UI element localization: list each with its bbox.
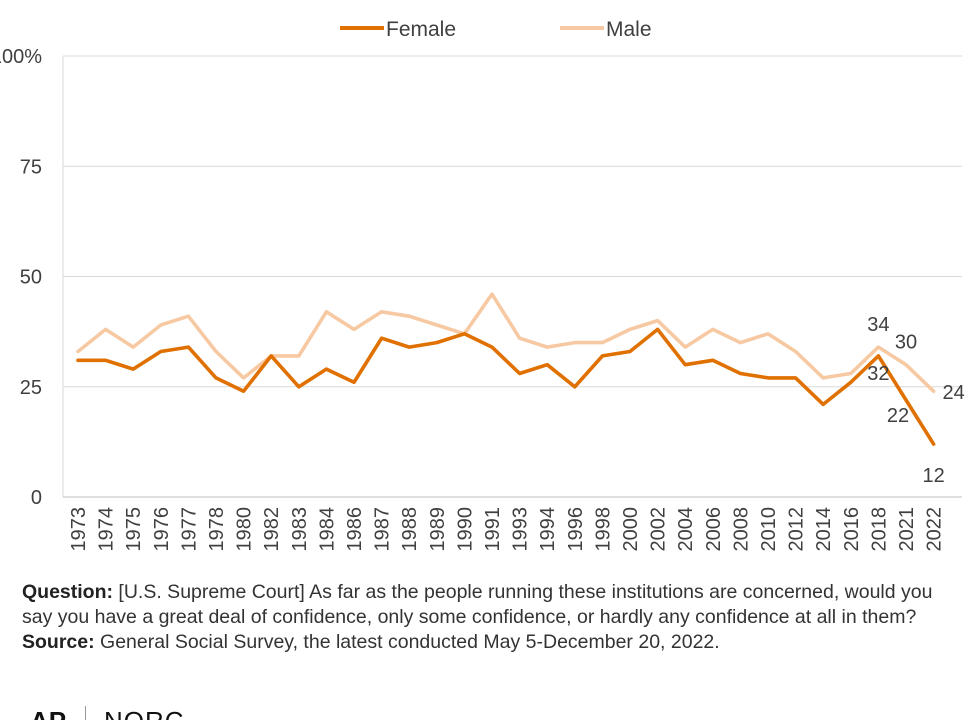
question-note: Question: [U.S. Supreme Court] As far as… <box>22 580 962 630</box>
x-tick-label: 1973 <box>68 507 90 552</box>
x-tick-label: 1991 <box>482 507 504 552</box>
x-tick-label: 2022 <box>924 507 946 552</box>
x-tick-label: 2008 <box>730 507 752 552</box>
x-tick-label: 1989 <box>427 507 449 552</box>
x-tick-label: 2018 <box>868 507 890 552</box>
x-tick-label: 1994 <box>537 507 559 552</box>
data-label: 30 <box>895 332 917 354</box>
y-tick-label: 50 <box>20 267 42 289</box>
x-tick-label: 1996 <box>565 507 587 552</box>
logo-divider <box>84 706 86 720</box>
x-tick-label: 2010 <box>758 507 780 552</box>
x-tick-label: 1978 <box>206 507 228 552</box>
y-tick-label: 0 <box>31 487 42 509</box>
x-tick-label: 1974 <box>96 507 118 552</box>
x-tick-label: 2000 <box>620 507 642 552</box>
x-tick-label: 2002 <box>648 507 670 552</box>
x-tick-label: 1988 <box>399 507 421 552</box>
x-tick-label: 2006 <box>703 507 725 552</box>
x-tick-label: 1987 <box>372 507 394 552</box>
x-tick-label: 1998 <box>592 507 614 552</box>
logo-strip: AP NORC <box>30 706 290 720</box>
x-tick-label: 1982 <box>261 507 283 552</box>
x-tick-label: 1983 <box>289 507 311 552</box>
data-label: 24 <box>942 382 964 404</box>
x-tick-label: 1990 <box>454 507 476 551</box>
x-tick-label: 1984 <box>316 507 338 552</box>
x-tick-label: 2016 <box>841 507 863 552</box>
norc-logo: NORC <box>104 706 185 720</box>
question-label: Question: <box>22 581 113 603</box>
x-tick-label: 2004 <box>675 507 697 552</box>
data-label: 12 <box>922 465 944 487</box>
x-tick-label: 1977 <box>178 507 200 552</box>
ap-logo: AP <box>30 706 66 720</box>
source-label: Source: <box>22 631 95 653</box>
x-tick-label: 1993 <box>510 507 532 552</box>
legend-label: Male <box>606 18 652 41</box>
x-tick-label: 1980 <box>234 507 256 552</box>
x-tick-label: 1986 <box>344 507 366 552</box>
x-tick-label: 1976 <box>151 507 173 552</box>
chart-notes: Question: [U.S. Supreme Court] As far as… <box>22 580 962 655</box>
x-tick-label: 2012 <box>786 507 808 552</box>
data-label: 32 <box>867 363 889 385</box>
x-tick-label: 1975 <box>123 507 145 552</box>
x-tick-label: 2014 <box>813 507 835 552</box>
series-line-female <box>76 327 936 446</box>
y-tick-label: 25 <box>20 377 42 399</box>
question-text: [U.S. Supreme Court] As far as the peopl… <box>22 581 933 628</box>
x-tick-label: 2021 <box>896 507 918 552</box>
data-label: 34 <box>867 314 889 336</box>
legend-label: Female <box>386 18 456 41</box>
source-note: Source: General Social Survey, the lates… <box>22 630 962 655</box>
line-chart: 0255075100%19731974197519761977197819801… <box>0 18 965 552</box>
y-tick-label: 75 <box>20 156 42 178</box>
series-line-male <box>76 292 936 394</box>
y-tick-label: 100% <box>0 46 42 68</box>
source-text: General Social Survey, the latest conduc… <box>100 631 720 653</box>
data-label: 22 <box>887 405 909 427</box>
